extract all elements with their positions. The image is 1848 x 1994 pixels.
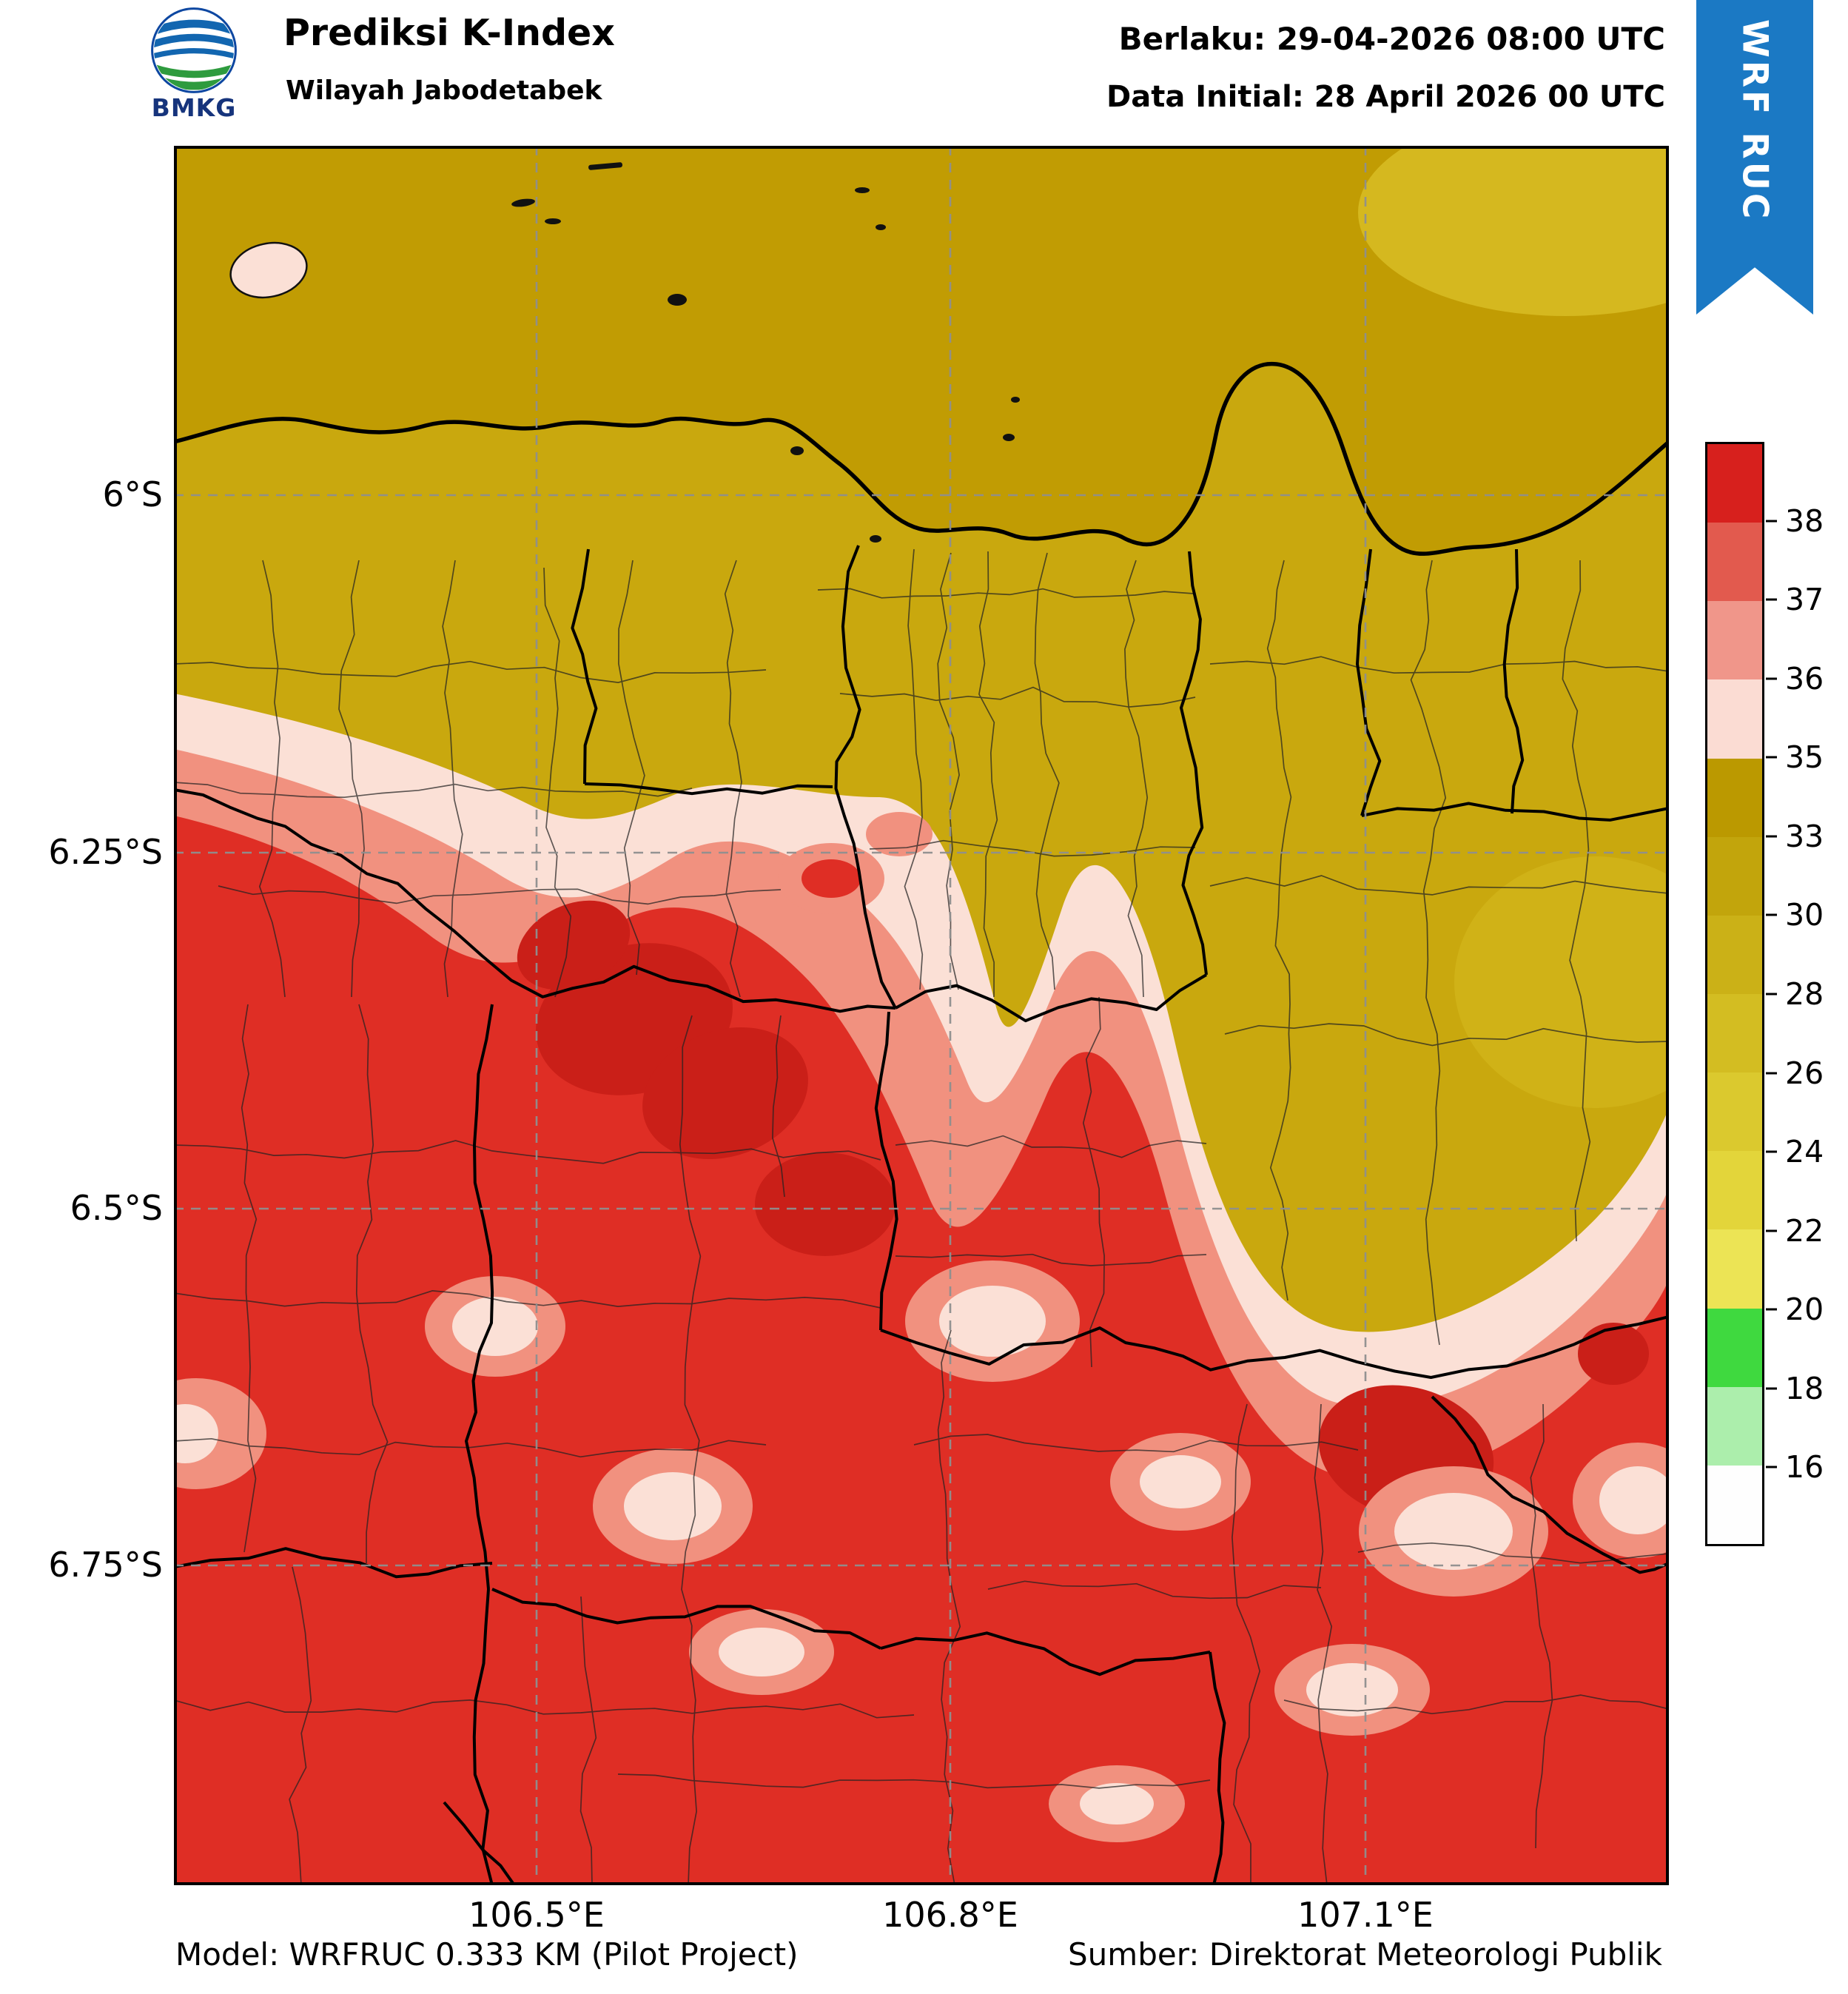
map-border — [174, 146, 1669, 1885]
colorbar-tick-label: 35 — [1785, 739, 1824, 776]
colorbar-tick-label: 38 — [1785, 503, 1824, 539]
colorbar-segment-10 — [1707, 1229, 1762, 1309]
bmkg-logo-label: BMKG — [151, 93, 237, 122]
colorbar-segment-11 — [1707, 1308, 1762, 1387]
district-boundaries — [174, 548, 1669, 1885]
colorbar-tick-label: 18 — [1785, 1370, 1824, 1406]
bmkg-logo-icon — [151, 7, 237, 93]
initial-time-text: Data Initial: 28 April 2026 00 UTC — [1106, 80, 1665, 114]
wrf-ruc-ribbon: WRF RUC — [1696, 0, 1813, 315]
colorbar-segment-4 — [1707, 758, 1762, 837]
coastline — [174, 361, 1669, 556]
colorbar-segment-8 — [1707, 1072, 1762, 1152]
gridlines — [174, 146, 1669, 1885]
x-axis-tick-1068e: 106.8°E — [882, 1895, 1018, 1935]
region-sea — [174, 146, 1669, 554]
footer-model-text: Model: WRFRUC 0.333 KM (Pilot Project) — [175, 1936, 799, 1973]
colorbar-tick-label: 22 — [1785, 1212, 1824, 1249]
colorbar-segment-5 — [1707, 836, 1762, 916]
map-panel — [174, 146, 1669, 1885]
page-title: Prediksi K-Index — [283, 12, 615, 54]
bmkg-logo — [149, 6, 238, 95]
y-axis-tick-625s: 6.25°S — [48, 832, 163, 872]
region-light-gold — [1358, 146, 1669, 316]
colorbar-ticks: 38 37 36 35 33 30 28 26 24 22 20 18 16 — [1773, 442, 1847, 1546]
y-axis-tick-675s: 6.75°S — [48, 1545, 163, 1585]
valid-time-text: Berlaku: 29-04-2026 08:00 UTC — [1118, 21, 1665, 57]
page-subtitle: Wilayah Jabodetabek — [286, 75, 602, 106]
colorbar-segment-0 — [1707, 444, 1762, 523]
islands — [511, 162, 1020, 543]
colorbar-segment-7 — [1707, 993, 1762, 1073]
colorbar-segment-12 — [1707, 1386, 1762, 1466]
colorbar-tick-label: 33 — [1785, 818, 1824, 854]
y-axis-tick-65s: 6.5°S — [70, 1188, 163, 1228]
x-axis-tick-1071e: 107.1°E — [1297, 1895, 1434, 1935]
colorbar-tick-label: 16 — [1785, 1449, 1824, 1486]
colorbar-tick-label: 37 — [1785, 582, 1824, 618]
colorbar-segment-3 — [1707, 679, 1762, 759]
colorbar-tick-label: 28 — [1785, 976, 1824, 1012]
footer-source-text: Sumber: Direktorat Meteorologi Publik — [1068, 1936, 1662, 1973]
ribbon-label: WRF RUC — [1734, 19, 1775, 222]
colorbar-segment-6 — [1707, 915, 1762, 994]
colorbar-segment-13 — [1707, 1465, 1762, 1544]
y-axis-tick-6s: 6°S — [102, 474, 163, 514]
colorbar-tick-label: 24 — [1785, 1134, 1824, 1170]
colorbar-tick-label: 20 — [1785, 1292, 1824, 1328]
colorbar-segment-2 — [1707, 601, 1762, 680]
colorbar-tick-label: 36 — [1785, 660, 1824, 696]
colorbar-tick-label: 26 — [1785, 1055, 1824, 1091]
colorbar-tick-label: 30 — [1785, 897, 1824, 933]
regency-boundaries — [174, 545, 1669, 1885]
x-axis-tick-1065e: 106.5°E — [468, 1895, 605, 1935]
region-dark-red-cores — [517, 900, 1649, 1520]
region-light-gold — [1454, 856, 1669, 1108]
island-pink — [229, 241, 308, 299]
colorbar-segment-1 — [1707, 523, 1762, 602]
colorbar-segment-9 — [1707, 1151, 1762, 1230]
map-canvas — [174, 146, 1669, 1885]
colorbar — [1705, 442, 1764, 1546]
